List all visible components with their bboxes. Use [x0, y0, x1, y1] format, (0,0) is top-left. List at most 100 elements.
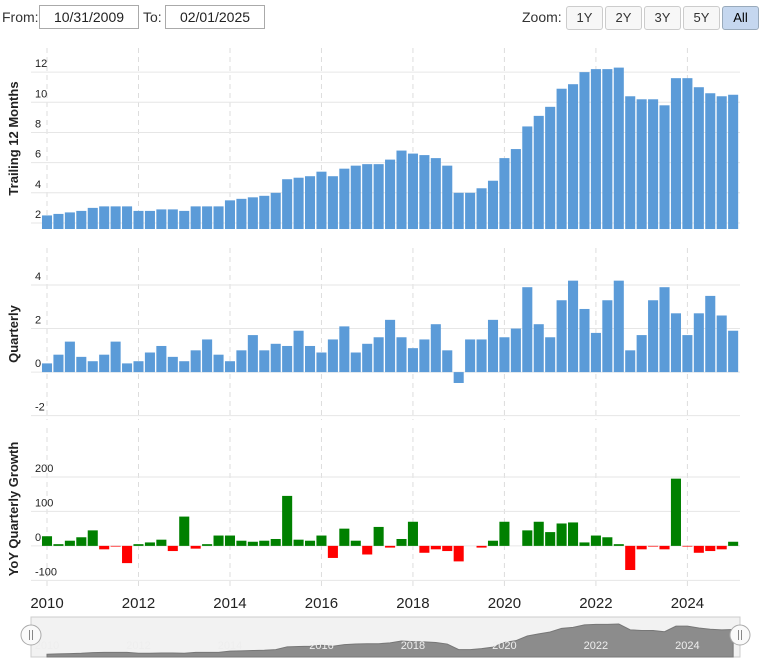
bar: [476, 545, 487, 548]
bar: [556, 88, 567, 229]
bar: [144, 210, 155, 229]
y-tick-label: -2: [35, 402, 45, 414]
navigator-label: 2022: [584, 640, 608, 652]
bar: [316, 535, 327, 546]
bar: [270, 538, 281, 546]
bar: [76, 537, 87, 546]
bar: [236, 198, 247, 229]
bar: [499, 337, 510, 373]
bar: [167, 209, 178, 229]
bar: [144, 542, 155, 546]
bar: [99, 545, 110, 550]
bar: [419, 545, 430, 553]
bar: [705, 545, 716, 552]
bar: [236, 540, 247, 546]
toolbar: From: 10/31/2009 To: 02/01/2025 Zoom: 1Y…: [0, 5, 766, 31]
bar: [385, 319, 396, 373]
bar: [53, 213, 64, 229]
bar: [693, 545, 704, 553]
navigator-label: 2024: [675, 640, 699, 652]
y-tick-label: 12: [35, 58, 47, 70]
bar: [190, 350, 201, 373]
bar: [568, 280, 579, 373]
bar: [465, 339, 476, 373]
bar: [350, 165, 361, 229]
bar: [179, 361, 190, 373]
bar: [339, 168, 350, 229]
bar: [190, 206, 201, 229]
bar: [590, 69, 601, 229]
bar: [87, 530, 98, 546]
navigator-handle[interactable]: [20, 624, 42, 646]
bar: [190, 545, 201, 549]
bar: [602, 300, 613, 373]
bar: [636, 99, 647, 230]
from-input[interactable]: 10/31/2009: [39, 5, 139, 29]
bar: [362, 343, 373, 373]
bar: [590, 535, 601, 546]
bar: [670, 478, 681, 546]
bar: [64, 212, 75, 229]
bar: [568, 522, 579, 546]
zoom-button[interactable]: 2Y: [605, 6, 642, 30]
to-input[interactable]: 02/01/2025: [165, 5, 265, 29]
bar: [659, 545, 670, 550]
bar: [602, 537, 613, 546]
bar: [327, 339, 338, 373]
y-tick-label: 2: [35, 209, 41, 221]
zoom-button[interactable]: 3Y: [644, 6, 681, 30]
bar: [179, 210, 190, 229]
bar: [110, 206, 121, 229]
bar: [728, 541, 739, 546]
zoom-button[interactable]: 1Y: [566, 6, 603, 30]
y-tick-label: 200: [35, 463, 53, 475]
bar: [270, 343, 281, 373]
bar: [224, 535, 236, 546]
bar: [99, 206, 110, 229]
x-tick-label: 2012: [122, 595, 155, 612]
bar: [224, 361, 236, 373]
bar: [670, 78, 681, 230]
bar: [64, 341, 75, 373]
bar: [407, 348, 418, 373]
zoom-button[interactable]: All: [722, 6, 759, 30]
y-axis-title: YoY Quarterly Growth: [6, 442, 21, 577]
bar: [224, 200, 236, 229]
y-axis-title: Quarterly: [6, 304, 21, 363]
bar: [316, 171, 327, 229]
bar: [556, 523, 567, 546]
bar: [247, 335, 258, 373]
bar: [213, 535, 224, 546]
bar: [648, 545, 659, 547]
x-tick-label: 2014: [213, 595, 246, 612]
navigator-label: 2018: [401, 640, 425, 652]
bar: [407, 521, 418, 546]
zoom-button[interactable]: 5Y: [683, 6, 720, 30]
x-tick-label: 2010: [30, 595, 63, 612]
bar: [648, 99, 659, 230]
bar: [625, 96, 636, 230]
bar: [385, 545, 396, 548]
navigator-handle[interactable]: [729, 624, 751, 646]
bar: [419, 339, 430, 373]
bar: [350, 352, 361, 373]
bar: [213, 354, 224, 373]
bar: [533, 521, 544, 546]
bar: [41, 215, 53, 229]
bar: [590, 332, 601, 373]
bar: [579, 308, 590, 373]
bar: [453, 545, 464, 562]
bar: [396, 337, 407, 373]
bar: [430, 545, 441, 550]
bar: [613, 280, 624, 373]
bar: [339, 326, 350, 373]
bar: [602, 69, 613, 229]
bar: [122, 363, 133, 373]
y-axis-title: Trailing 12 Months: [6, 81, 21, 195]
bar: [202, 544, 213, 546]
bar: [99, 354, 110, 373]
bar: [636, 335, 647, 373]
bar: [167, 545, 178, 552]
